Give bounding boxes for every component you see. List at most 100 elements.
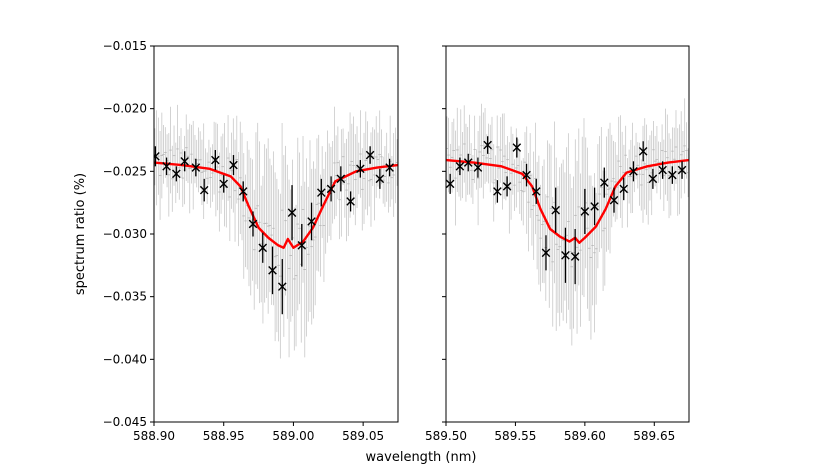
binned-point: [162, 157, 171, 176]
binned-point: [219, 175, 229, 193]
binned-marker: [180, 157, 189, 166]
binned-point: [658, 161, 667, 179]
binned-marker: [590, 202, 599, 211]
model-curve: [154, 161, 398, 249]
y-tick-label: −0.035: [103, 290, 147, 304]
binned-marker: [317, 188, 326, 197]
binned-marker: [258, 243, 268, 253]
binned-point: [317, 178, 326, 207]
binned-marker: [493, 187, 502, 196]
binned-marker: [277, 282, 287, 291]
y-tick-label: −0.015: [103, 39, 147, 53]
binned-point: [297, 223, 307, 267]
binned-point: [326, 176, 336, 202]
binned-point: [277, 259, 287, 315]
binned-point: [375, 168, 385, 189]
binned-point: [502, 176, 512, 197]
binned-point: [629, 161, 638, 182]
x-tick-label: 589.60: [564, 429, 606, 443]
binned-point: [229, 155, 238, 176]
binned-marker: [219, 179, 229, 189]
binned-point: [590, 187, 599, 226]
binned-marker: [463, 158, 473, 167]
binned-points: [154, 146, 394, 315]
binned-point: [346, 191, 355, 212]
y-tick-label: −0.040: [103, 352, 147, 366]
binned-marker: [336, 174, 346, 184]
binned-marker: [307, 217, 316, 226]
binned-marker: [287, 208, 297, 217]
binned-point: [638, 141, 648, 162]
binned-point: [522, 163, 531, 187]
binned-point: [336, 166, 346, 192]
binned-point: [512, 137, 522, 158]
binned-marker: [211, 155, 220, 165]
binned-point: [677, 161, 687, 179]
binned-point: [531, 178, 541, 204]
binned-marker: [658, 165, 667, 175]
binned-marker: [531, 187, 541, 196]
binned-point: [172, 166, 181, 182]
binned-point: [199, 178, 209, 202]
binned-marker: [541, 248, 551, 258]
raw-spectrum: [446, 98, 689, 346]
binned-marker: [648, 174, 658, 184]
binned-marker: [483, 140, 492, 150]
binned-point: [356, 160, 365, 178]
binned-marker: [600, 178, 609, 187]
binned-marker: [512, 143, 522, 152]
binned-point: [307, 202, 316, 241]
binned-point: [446, 173, 455, 194]
binned-marker: [570, 252, 580, 261]
binned-marker: [172, 169, 181, 179]
binned-marker: [191, 163, 201, 172]
binned-point: [191, 158, 201, 177]
binned-marker: [356, 164, 365, 174]
binned-point: [570, 228, 580, 285]
binned-point: [287, 185, 297, 241]
binned-marker: [375, 174, 385, 184]
x-tick-label: 589.50: [425, 429, 467, 443]
binned-marker: [385, 163, 394, 172]
binned-marker: [473, 163, 483, 172]
binned-marker: [609, 195, 619, 205]
binned-marker: [229, 160, 238, 170]
binned-marker: [638, 146, 648, 156]
x-tick-label: 589.55: [494, 429, 536, 443]
binned-point: [268, 246, 277, 295]
binned-point: [580, 188, 590, 234]
binned-point: [455, 157, 465, 176]
left-panel: −0.015 −0.020 −0.025 −0.030 −0.035 −0.040 −0.0…: [103, 39, 399, 443]
plot-area: [154, 104, 398, 359]
binned-marker: [522, 170, 531, 180]
binned-point: [619, 177, 629, 201]
binned-marker: [561, 251, 570, 260]
x-tick-label: 589.00: [272, 429, 314, 443]
binned-marker: [455, 162, 465, 171]
y-tick-label: −0.045: [103, 415, 147, 429]
binned-marker: [668, 170, 677, 180]
x-tick-label: 589.65: [633, 429, 675, 443]
binned-point: [473, 157, 483, 178]
plot-area: [446, 98, 689, 346]
binned-point: [248, 211, 258, 237]
binned-marker: [154, 151, 160, 161]
binned-point: [648, 168, 658, 189]
binned-marker: [248, 219, 258, 229]
binned-point: [493, 180, 502, 203]
binned-point: [609, 187, 619, 213]
binned-point: [600, 167, 609, 198]
x-axis-label: wavelength (nm): [366, 450, 477, 464]
binned-marker: [199, 185, 209, 195]
binned-point: [463, 153, 473, 172]
y-tick-label: −0.030: [103, 227, 147, 241]
binned-marker: [677, 165, 687, 175]
x-tick-label: 589.05: [342, 429, 384, 443]
binned-point: [180, 151, 189, 172]
x-tick-label: 588.90: [133, 429, 175, 443]
binned-point: [385, 158, 394, 177]
binned-point: [365, 146, 375, 164]
binned-marker: [446, 179, 455, 189]
binned-marker: [297, 240, 307, 250]
